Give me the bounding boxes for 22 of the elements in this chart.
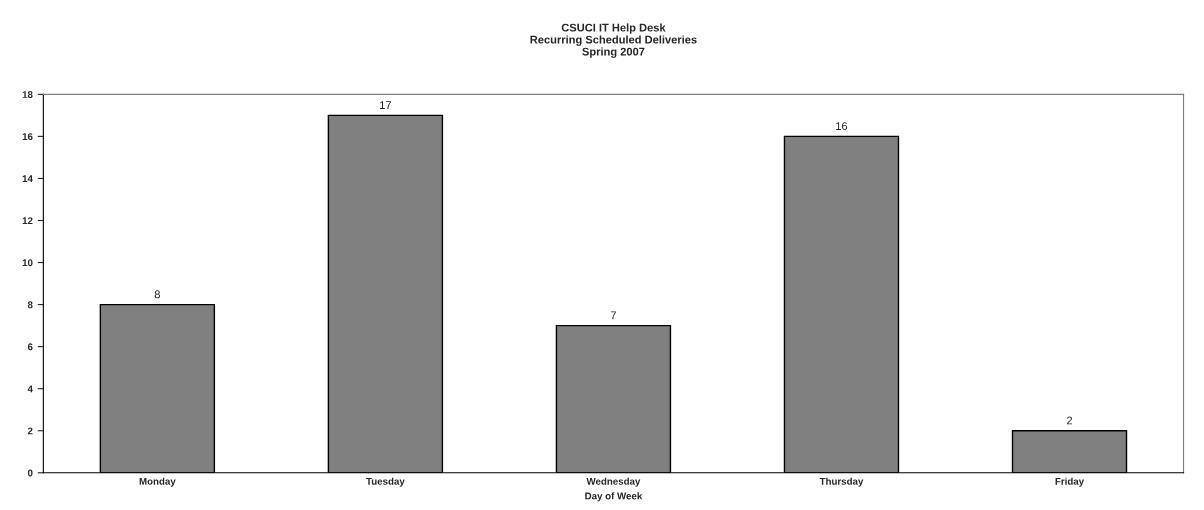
y-tick-label: 12 xyxy=(22,217,33,225)
y-tick-label: 0 xyxy=(27,469,33,477)
data-label: 7 xyxy=(610,311,616,320)
y-tick-label: 6 xyxy=(27,343,33,351)
y-tick-label: 18 xyxy=(22,91,33,98)
data-label: 17 xyxy=(380,101,392,109)
y-tick-label: 4 xyxy=(27,385,33,393)
data-label: 8 xyxy=(154,290,160,299)
y-tick-label: 10 xyxy=(22,259,33,267)
x-tick-label: Wednesday xyxy=(586,477,641,487)
chart-title: CSUCI IT Help Desk Recurring Scheduled Deliveries Spring 2007 xyxy=(530,23,697,58)
data-label: 2 xyxy=(1066,416,1073,425)
y-tick-label: 16 xyxy=(22,133,33,141)
y-tick-label: 8 xyxy=(27,301,33,309)
x-tick-label: Friday xyxy=(1055,477,1085,487)
y-tick-label: 14 xyxy=(22,175,33,182)
x-tick-label: Monday xyxy=(139,477,176,487)
x-tick-label: Thursday xyxy=(819,477,864,487)
y-tick-label: 2 xyxy=(27,427,33,435)
data-label: 16 xyxy=(836,122,848,131)
x-tick-label: Tuesday xyxy=(366,477,405,487)
x-axis-title: Day of Week xyxy=(585,492,643,502)
